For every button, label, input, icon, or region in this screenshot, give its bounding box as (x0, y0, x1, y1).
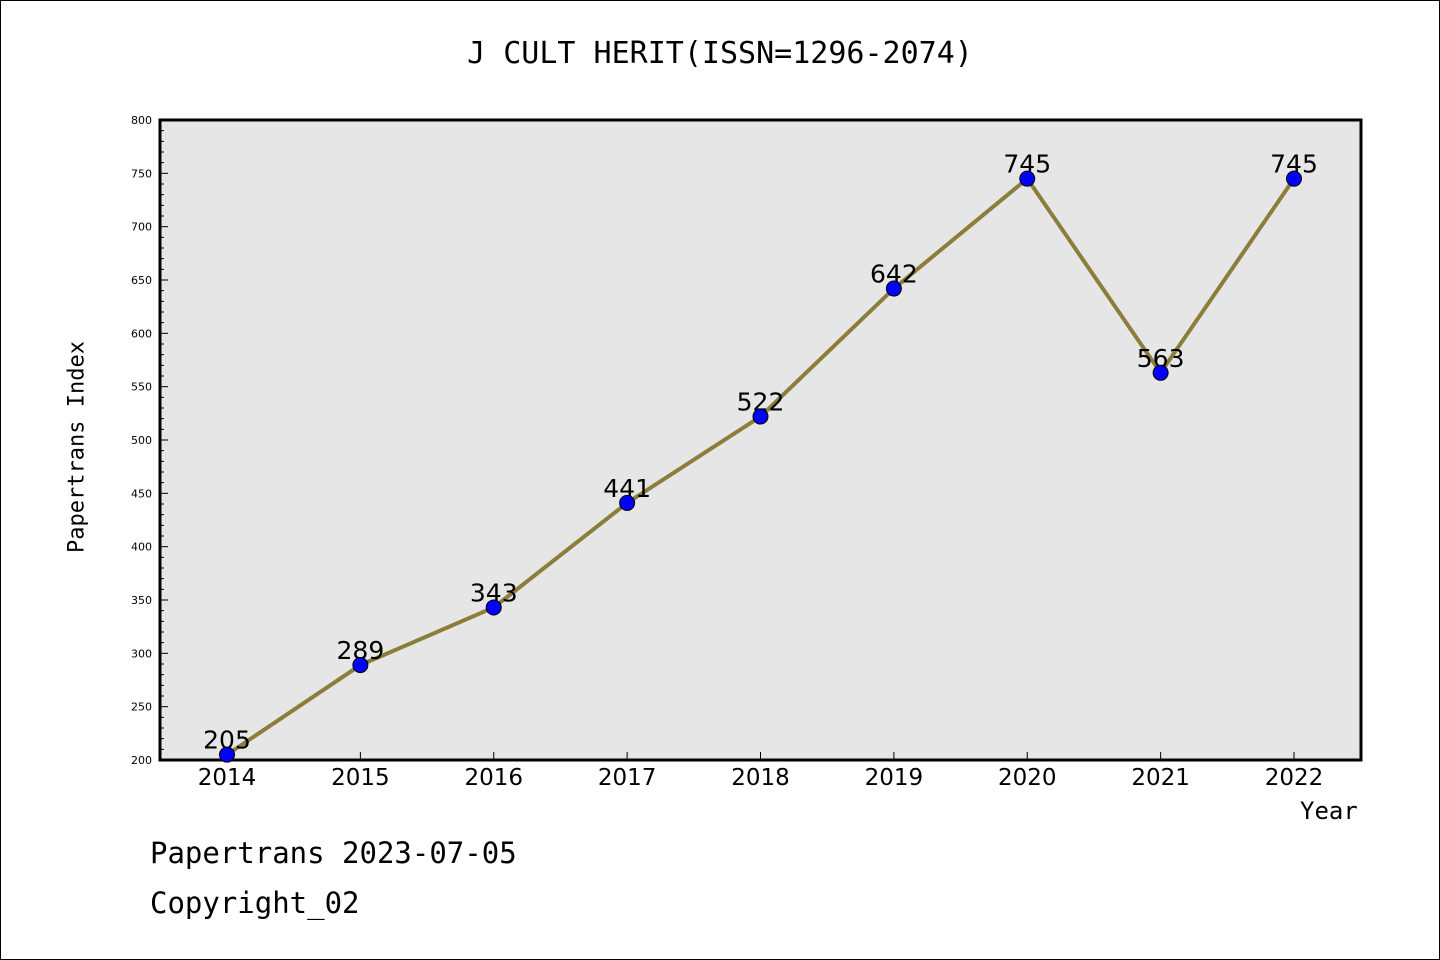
data-point (752, 408, 769, 425)
x-tick-label: 2020 (998, 765, 1057, 791)
x-tick-label: 2015 (331, 765, 390, 791)
x-tick-label: 2014 (198, 765, 257, 791)
plot-border (158, 118, 1363, 762)
y-axis-label: Papertrans Index (64, 341, 90, 553)
y-tick-label: 250 (131, 701, 152, 714)
data-point (485, 599, 502, 616)
x-tick-label: 2016 (464, 765, 523, 791)
x-tick-label: 2021 (1131, 765, 1190, 791)
data-point (885, 280, 902, 297)
x-tick-label: 2018 (731, 765, 790, 791)
data-point (352, 657, 369, 674)
y-tick-label: 350 (131, 594, 152, 607)
data-point (219, 746, 235, 763)
y-tick-label: 300 (131, 647, 152, 660)
plot-area (160, 120, 1361, 760)
y-tick-label: 450 (131, 487, 152, 500)
y-tick-label: 400 (131, 541, 152, 554)
y-tick-label: 650 (131, 274, 152, 287)
x-tick-label: 2022 (1265, 765, 1324, 791)
x-tick-label: 2019 (865, 765, 924, 791)
x-axis-label: Year (1300, 797, 1358, 825)
chart-title: J CULT HERIT(ISSN=1296-2074) (467, 36, 973, 71)
y-tick-label: 600 (131, 327, 152, 340)
y-tick-label: 550 (131, 381, 152, 394)
footer-date: Papertrans 2023-07-05 (150, 836, 517, 870)
footer-copyright: Copyright_02 (150, 886, 360, 920)
y-tick-label: 500 (131, 434, 152, 447)
y-tick-label: 700 (131, 221, 152, 234)
x-tick-label: 2017 (598, 765, 657, 791)
data-point (619, 494, 636, 511)
y-tick-label: 200 (131, 754, 152, 767)
y-tick-label: 750 (131, 167, 152, 180)
y-tick-label: 800 (131, 114, 152, 127)
data-point (1152, 364, 1169, 381)
data-point (1019, 170, 1036, 187)
data-point (1286, 170, 1302, 187)
